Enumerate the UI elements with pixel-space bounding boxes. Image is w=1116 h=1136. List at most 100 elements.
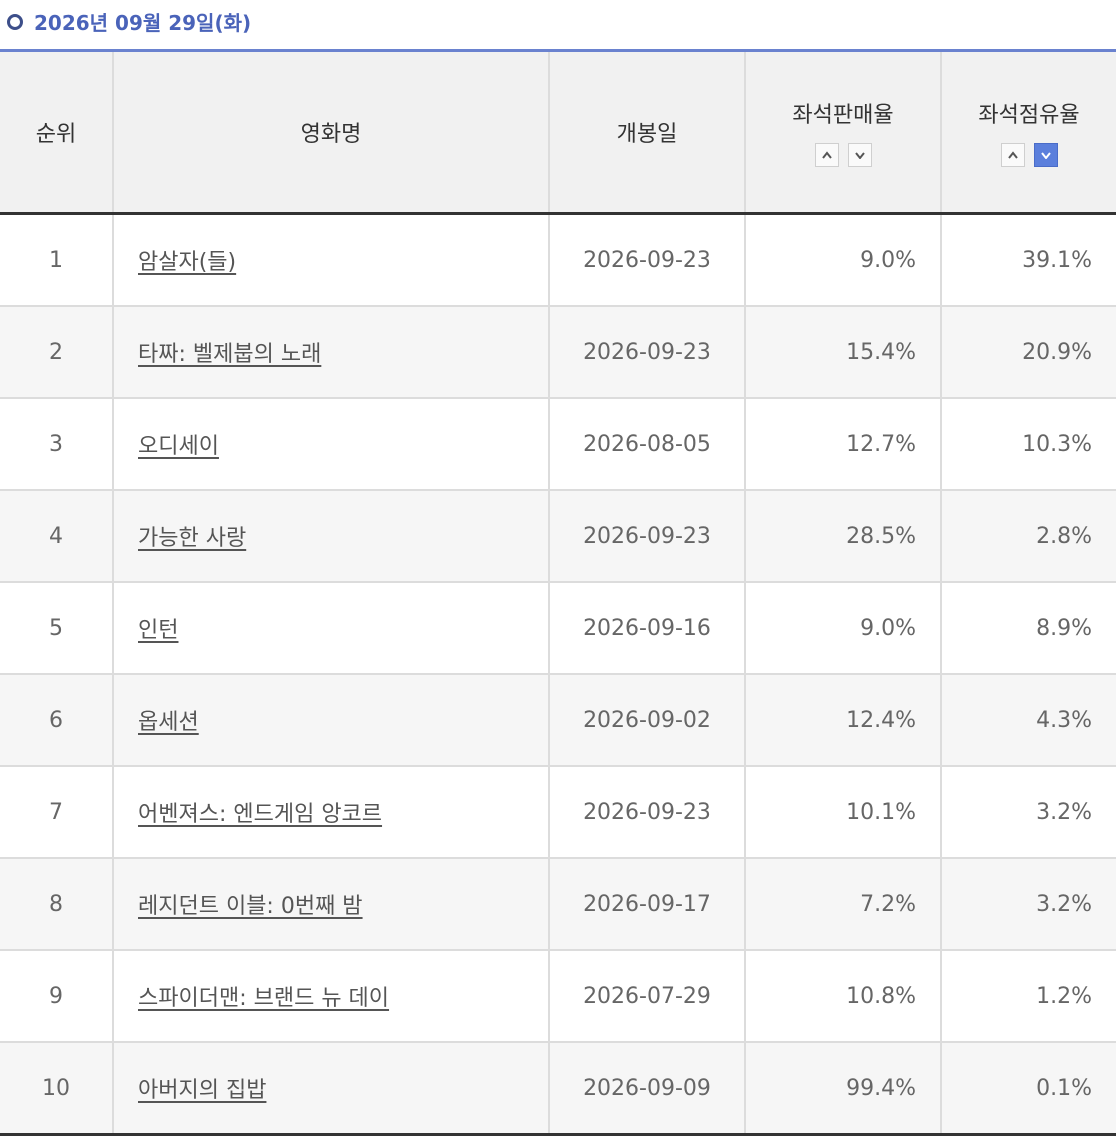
movie-title[interactable]: 타짜: 벨제붑의 노래: [138, 342, 322, 367]
table-body: 1 암살자(들) 2026-09-23 9.0% 39.1% 2 타짜: 벨제붑의 노래 20…: [0, 213, 1116, 1136]
cell: 9.0%: [744, 213, 941, 307]
seat-sales-rate: 9.0%: [860, 247, 916, 273]
bullet-icon: [7, 13, 23, 30]
seat-share-rate: 0.1%: [1036, 1075, 1092, 1101]
table-row: 10 아버지의 집밥 2026-09-09 99.4% 0.1%: [0, 1042, 1116, 1136]
sort-ascending[interactable]: [814, 143, 839, 167]
ranking-table: 순위 영화명 개봉일 좌석판매율 좌석점유율 1 암살자(들) 2026-09-23 9.0%…: [0, 52, 1116, 1136]
seat-sales-rate: 99.4%: [846, 1075, 916, 1101]
cell: 인턴: [112, 582, 549, 675]
cell: 암살자(들): [112, 213, 549, 307]
column-header: 영화명: [112, 52, 549, 215]
chevron-down: [854, 152, 865, 159]
movie-title[interactable]: 스파이더맨: 브랜드 뉴 데이: [138, 986, 390, 1011]
movie-title[interactable]: 오디세이: [138, 434, 219, 459]
cell: 10.1%: [744, 766, 941, 859]
rank: 1: [49, 247, 63, 273]
cell: 스파이더맨: 브랜드 뉴 데이: [112, 950, 549, 1043]
cell: 9: [0, 950, 113, 1043]
cell: 28.5%: [744, 490, 941, 583]
cell: 3: [0, 398, 113, 491]
seat-sales-rate: 12.7%: [846, 431, 916, 457]
seat-share-rate: 20.9%: [1022, 339, 1092, 365]
table-row: 3 오디세이 2026-08-05 12.7% 10.3%: [0, 398, 1116, 491]
cell: 12.4%: [744, 674, 941, 767]
rank: 7: [49, 799, 63, 825]
cell: 2026-08-05: [548, 398, 745, 491]
column-header: 개봉일: [548, 52, 745, 215]
seat-sales-rate: 9.0%: [860, 615, 916, 641]
sort-buttons: [747, 143, 939, 167]
cell: 2026-09-23: [548, 766, 745, 859]
table-row: 6 옵세션 2026-09-02 12.4% 4.3%: [0, 674, 1116, 767]
cell: 2026-09-23: [548, 213, 745, 307]
chevron-down: [1040, 152, 1051, 159]
seat-share-rate: 1.2%: [1036, 983, 1092, 1009]
cell: 99.4%: [744, 1042, 941, 1136]
cell: 4.3%: [940, 674, 1116, 767]
sort-descending[interactable]: [847, 143, 872, 167]
title-bar: 2026년 09월 29일(화): [0, 0, 1116, 52]
movie-title[interactable]: 암살자(들): [138, 250, 237, 275]
column-header-text: 순위: [35, 122, 77, 147]
rank: 6: [49, 707, 63, 733]
cell: 2026-09-23: [548, 306, 745, 399]
column-header-text: 좌석판매율: [792, 103, 894, 128]
movie-title[interactable]: 어벤져스: 엔드게임 앙코르: [138, 802, 383, 827]
cell: 6: [0, 674, 113, 767]
cell: 10: [0, 1042, 113, 1136]
cell: 7: [0, 766, 113, 859]
cell: 타짜: 벨제붑의 노래: [112, 306, 549, 399]
rank: 5: [49, 615, 63, 641]
column-header-text: 좌석점유율: [978, 103, 1080, 128]
rank: 8: [49, 891, 63, 917]
column-header-text: 영화명: [300, 122, 362, 147]
table-row: 4 가능한 사랑 2026-09-23 28.5% 2.8%: [0, 490, 1116, 583]
seat-sales-rate: 7.2%: [860, 891, 916, 917]
sort-descending[interactable]: [1033, 143, 1058, 167]
movie-title[interactable]: 옵세션: [138, 710, 199, 735]
cell: 2026-09-23: [548, 490, 745, 583]
seat-sales-rate: 28.5%: [846, 523, 916, 549]
release-date: 2026-09-17: [583, 891, 711, 917]
cell: 2026-09-16: [548, 582, 745, 675]
seat-share-rate: 4.3%: [1036, 707, 1092, 733]
chevron-up: [1007, 151, 1018, 159]
cell: 4: [0, 490, 113, 583]
seat-share-rate: 3.2%: [1036, 891, 1092, 917]
movie-title[interactable]: 인턴: [138, 618, 179, 643]
chevron-up: [821, 151, 832, 159]
header-row: 순위 영화명 개봉일 좌석판매율 좌석점유율: [0, 52, 1116, 215]
cell: 10.8%: [744, 950, 941, 1043]
seat-sales-rate: 10.1%: [846, 799, 916, 825]
cell: 가능한 사랑: [112, 490, 549, 583]
table-row: 8 레지던트 이블: 0번째 밤 2026-09-17 7.2% 3.2%: [0, 858, 1116, 951]
seat-share-rate: 39.1%: [1022, 247, 1092, 273]
release-date: 2026-09-09: [583, 1075, 711, 1101]
movie-title[interactable]: 가능한 사랑: [138, 526, 247, 551]
cell: 0.1%: [940, 1042, 1116, 1136]
column-header: 좌석판매율: [744, 52, 941, 215]
cell: 20.9%: [940, 306, 1116, 399]
cell: 2026-07-29: [548, 950, 745, 1043]
rank: 4: [49, 523, 63, 549]
movie-title[interactable]: 레지던트 이블: 0번째 밤: [138, 894, 363, 919]
release-date: 2026-09-23: [583, 247, 711, 273]
release-date: 2026-08-05: [583, 431, 711, 457]
table-row: 9 스파이더맨: 브랜드 뉴 데이 2026-07-29 10.8% 1.2%: [0, 950, 1116, 1043]
movie-title[interactable]: 아버지의 집밥: [138, 1078, 267, 1103]
sort-ascending[interactable]: [1000, 143, 1025, 167]
seat-sales-rate: 12.4%: [846, 707, 916, 733]
table-row: 1 암살자(들) 2026-09-23 9.0% 39.1%: [0, 213, 1116, 307]
release-date: 2026-09-23: [583, 523, 711, 549]
table-row: 2 타짜: 벨제붑의 노래 2026-09-23 15.4% 20.9%: [0, 306, 1116, 399]
cell: 옵세션: [112, 674, 549, 767]
column-header-text: 개봉일: [616, 122, 678, 147]
release-date: 2026-07-29: [583, 983, 711, 1009]
seat-share-rate: 3.2%: [1036, 799, 1092, 825]
rank: 3: [49, 431, 63, 457]
table-row: 7 어벤져스: 엔드게임 앙코르 2026-09-23 10.1% 3.2%: [0, 766, 1116, 859]
cell: 10.3%: [940, 398, 1116, 491]
cell: 7.2%: [744, 858, 941, 951]
